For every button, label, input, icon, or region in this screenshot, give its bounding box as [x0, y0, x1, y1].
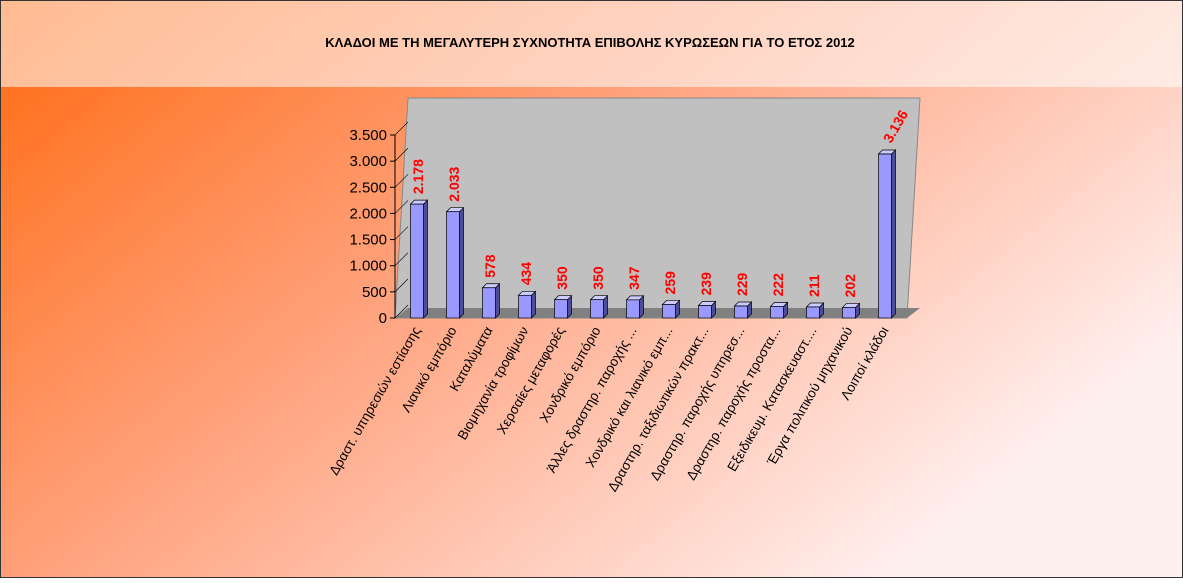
grid-line: [394, 147, 409, 162]
grid-line: [394, 304, 409, 319]
value-label: 347: [626, 266, 642, 290]
bar: [806, 306, 820, 319]
value-label: 259: [662, 271, 678, 295]
bar: [734, 305, 748, 319]
bar-side: [531, 290, 536, 319]
chart-title: ΚΛΑΔΟΙ ΜΕ ΤΗ ΜΕΓΑΛΥΤΕΡΗ ΣΥΧΝΟΤΗΤΑ ΕΠΙΒΟΛ…: [325, 35, 855, 50]
bar: [698, 305, 712, 319]
bar: [446, 211, 460, 319]
grid-line: [394, 174, 409, 188]
title-band: [1, 1, 1182, 87]
bar: [518, 294, 532, 319]
value-label: 434: [518, 262, 534, 286]
bar-side: [495, 282, 500, 319]
value-label: 2.033: [446, 166, 462, 201]
grid-line: [394, 200, 409, 214]
value-label: 211: [806, 274, 822, 297]
bar: [626, 299, 640, 319]
y-tick-label: 500: [362, 284, 387, 301]
plot-floor: [395, 308, 920, 318]
y-tick-label: 0: [379, 310, 387, 327]
value-label: 2.178: [410, 159, 426, 194]
value-label: 202: [842, 274, 858, 298]
grid-line: [394, 226, 409, 240]
grid-line: [394, 252, 409, 266]
value-label: 350: [554, 266, 570, 290]
value-label: 239: [698, 272, 714, 296]
bar: [662, 304, 676, 319]
bar: [410, 203, 424, 319]
bar-side: [459, 206, 464, 319]
bar: [554, 299, 568, 319]
bar: [770, 306, 784, 319]
value-label: 350: [590, 266, 606, 290]
bar: [842, 307, 856, 319]
grid-line: [394, 278, 409, 293]
bar-side: [423, 199, 428, 319]
y-tick-label: 3.000: [349, 153, 387, 170]
y-tick-label: 1.500: [349, 232, 387, 249]
bar: [482, 287, 496, 319]
y-tick-label: 2.500: [349, 179, 387, 196]
y-tick-label: 2.000: [349, 205, 387, 222]
value-label: 578: [482, 254, 498, 278]
bar-side: [891, 149, 896, 319]
value-label: 229: [734, 272, 750, 296]
y-tick-label: 1.000: [349, 258, 387, 275]
grid-line: [394, 121, 409, 136]
value-label: 222: [770, 273, 786, 297]
y-tick-label: 3.500: [349, 127, 387, 144]
bar: [590, 299, 604, 319]
bar: [878, 153, 892, 319]
